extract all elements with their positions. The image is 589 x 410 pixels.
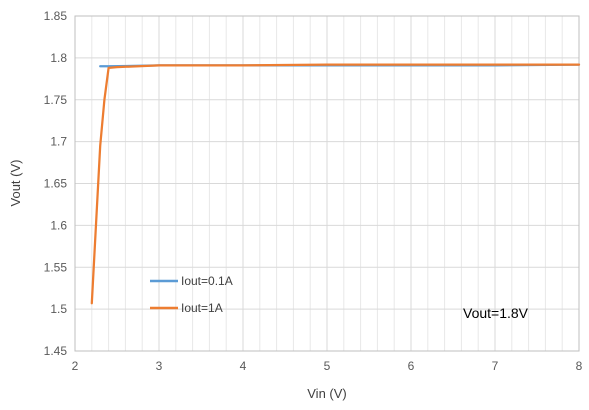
y-tick-label: 1.8: [50, 51, 67, 65]
y-tick-label: 1.85: [44, 9, 68, 23]
y-tick-label: 1.45: [44, 344, 68, 358]
x-tick-label: 6: [408, 359, 415, 373]
legend: Iout=0.1A Iout=1A: [150, 274, 233, 315]
x-tick-label: 8: [576, 359, 583, 373]
gridlines: [74, 15, 580, 352]
x-tick-label: 4: [240, 359, 247, 373]
plot-border: [74, 15, 580, 352]
y-tick-label: 1.75: [44, 93, 68, 107]
y-axis-label: Vout (V): [8, 160, 23, 207]
x-axis-ticks: 2 3 4 5 6 7 8: [72, 359, 583, 373]
x-axis-label: Vin (V): [307, 386, 347, 401]
y-tick-label: 1.65: [44, 177, 68, 191]
x-tick-label: 2: [72, 359, 79, 373]
legend-label-2: Iout=1A: [181, 301, 223, 315]
series-line-2: [90, 63, 581, 305]
y-tick-label: 1.5: [50, 302, 67, 316]
vout-annotation: Vout=1.8V: [463, 305, 529, 321]
y-axis-ticks: 1.45 1.5 1.55 1.6 1.65 1.7 1.75 1.8 1.85: [44, 9, 68, 358]
x-tick-label: 5: [324, 359, 331, 373]
series-lines: [90, 63, 581, 305]
x-tick-label: 3: [156, 359, 163, 373]
y-tick-label: 1.6: [50, 218, 67, 232]
y-tick-label: 1.7: [50, 135, 67, 149]
y-tick-label: 1.55: [44, 260, 68, 274]
x-tick-label: 7: [492, 359, 499, 373]
legend-label-1: Iout=0.1A: [181, 274, 233, 288]
